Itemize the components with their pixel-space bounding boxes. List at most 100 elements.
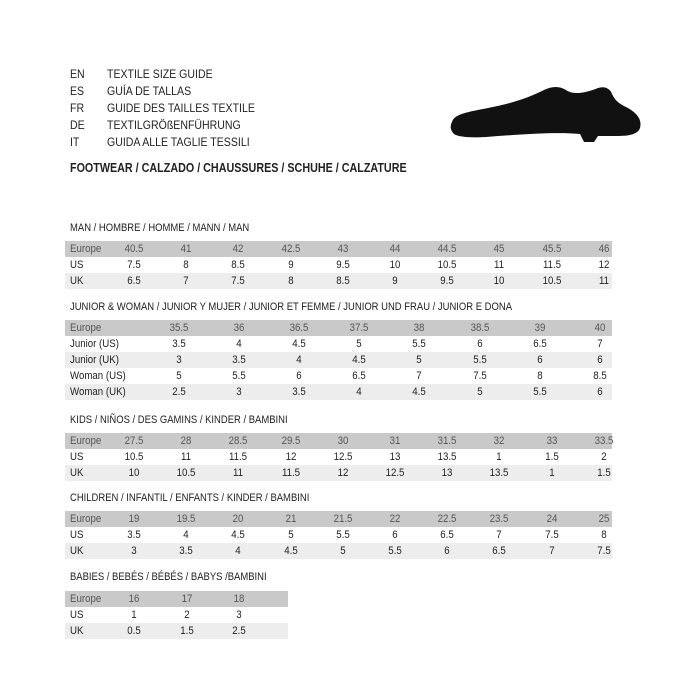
size-cell: 9 <box>287 259 294 271</box>
size-cell: 25 <box>598 513 610 525</box>
size-cell: 13.5 <box>437 451 457 463</box>
size-cell: 5.5 <box>472 354 487 366</box>
row-label: Woman (US) <box>70 370 126 382</box>
size-cell: 6.5 <box>440 529 454 541</box>
size-cell: 31 <box>389 435 401 447</box>
size-cell: 46 <box>598 243 610 255</box>
size-cell: 33.5 <box>594 435 614 447</box>
size-cell: 39 <box>534 322 545 334</box>
size-cell: 5.5 <box>336 529 350 541</box>
size-cell: 40.5 <box>124 243 144 255</box>
size-cell: 10 <box>389 259 401 271</box>
lang-title: GUÍA DE TALLAS <box>107 84 192 98</box>
table-row: UK 10 10.5 11 11.5 12 12.5 13 13.5 1 1.5 <box>65 465 612 481</box>
size-cell: 7.5 <box>544 529 559 541</box>
size-cell: 7.5 <box>597 545 611 557</box>
row-label: US <box>70 609 84 621</box>
size-cell: 4.5 <box>231 529 246 541</box>
table-header-row: Europe 16 17 18 <box>65 591 288 607</box>
size-cell: 7 <box>596 338 603 350</box>
size-cell: 45 <box>494 243 505 255</box>
size-cell: 4 <box>236 338 242 350</box>
size-cell: 22.5 <box>437 513 457 525</box>
size-cell: 7.5 <box>472 370 487 382</box>
size-cell: 3.5 <box>172 338 186 350</box>
size-cell: 5.5 <box>388 545 402 557</box>
size-cell: 2.5 <box>172 386 186 398</box>
lang-code: FR <box>70 101 85 115</box>
size-cell: 7.5 <box>231 275 246 287</box>
size-cell: 5 <box>340 545 346 557</box>
row-label: Junior (US) <box>70 338 119 350</box>
size-cell: 28.5 <box>228 435 248 447</box>
table-row: UK 3 3.5 4 4.5 5 5.5 6 6.5 7 7.5 <box>65 543 612 559</box>
size-cell: 31.5 <box>437 435 457 447</box>
row-label: Woman (UK) <box>70 386 126 398</box>
size-cell: 21.5 <box>333 513 353 525</box>
size-cell: 9 <box>392 275 398 287</box>
size-cell: 10 <box>494 275 505 287</box>
size-cell: 13.5 <box>489 467 509 479</box>
size-cell: 11 <box>598 275 609 287</box>
row-label: UK <box>70 625 84 637</box>
size-cell: 37.5 <box>349 322 369 334</box>
lang-code: ES <box>70 84 85 98</box>
size-cell: 4 <box>183 529 189 541</box>
size-cell: 10 <box>128 467 140 479</box>
size-cell: 8 <box>536 370 543 382</box>
row-label: Europe <box>70 243 102 255</box>
size-cell: 8 <box>601 529 607 541</box>
table-row: Junior (UK) 3 3.5 4 4.5 5 5.5 6 6 <box>65 352 612 368</box>
size-cell: 41 <box>180 243 192 255</box>
table-header-row: Europe 19 19.5 20 21 21.5 22 22.5 23.5 24 25 <box>65 511 612 527</box>
table-row: Woman (UK) 2.5 3 3.5 4 4.5 5 5.5 6 <box>65 384 612 400</box>
section-title: JUNIOR & WOMAN / JUNIOR Y MUJER / JUNIOR… <box>70 301 513 313</box>
size-cell: 8.5 <box>592 370 607 382</box>
size-cell: 11 <box>233 467 244 479</box>
table-row: Junior (US) 3.5 4 4.5 5 5.5 6 6.5 7 <box>65 336 612 352</box>
size-cell: 5 <box>176 370 182 382</box>
size-cell: 1 <box>131 609 137 621</box>
row-label: Junior (UK) <box>70 354 119 366</box>
size-cell: 5 <box>287 529 294 541</box>
size-cell: 23.5 <box>489 513 509 525</box>
row-label: UK <box>70 275 84 287</box>
row-label: Europe <box>70 513 102 525</box>
size-cell: 3.5 <box>179 545 193 557</box>
size-cell: 4.5 <box>412 386 427 398</box>
section-title: CHILDREN / INFANTIL / ENFANTS / KINDER /… <box>70 492 310 504</box>
size-cell: 12 <box>337 467 349 479</box>
size-cell: 38 <box>414 322 425 334</box>
table-header-row: Europe 27.5 28 28.5 29.5 30 31 31.5 32 33 33.5 <box>65 433 614 449</box>
size-cell: 3.5 <box>292 386 306 398</box>
size-cell: 35.5 <box>169 322 189 334</box>
size-cell: 3 <box>176 354 182 366</box>
table-row: US 7.5 8 8.5 9 9.5 10 10.5 11 11.5 12 <box>65 257 612 273</box>
size-cell: 6.5 <box>532 338 547 350</box>
size-cell: 11.5 <box>281 467 300 479</box>
size-cell: 5 <box>356 338 362 350</box>
size-cell: 42 <box>233 243 244 255</box>
size-cell: 1.5 <box>179 625 194 637</box>
size-cell: 9.5 <box>336 259 350 271</box>
size-cell: 10.5 <box>542 275 562 287</box>
row-label: US <box>70 259 84 271</box>
size-cell: 3.5 <box>127 529 141 541</box>
size-cell: 36.5 <box>289 322 309 334</box>
shoe-icon <box>450 87 641 142</box>
size-cell: 42.5 <box>281 243 301 255</box>
size-cell: 7 <box>496 529 503 541</box>
size-cell: 24 <box>546 513 557 525</box>
lang-title: TEXTILGRÖßENFÜHRUNG <box>107 118 241 132</box>
size-cell: 8.5 <box>336 275 350 287</box>
size-cell: 5 <box>476 386 483 398</box>
size-cell: 5.5 <box>532 386 547 398</box>
size-cell: 21 <box>285 513 296 525</box>
size-cell: 7 <box>183 275 189 287</box>
size-cell: 4 <box>235 545 242 557</box>
table-row: UK 6.5 7 7.5 8 8.5 9 9.5 10 10.5 11 <box>65 273 612 289</box>
size-cell: 4.5 <box>352 354 367 366</box>
row-label: US <box>70 529 84 541</box>
size-cell: 4.5 <box>283 545 298 557</box>
lang-title: GUIDA ALLE TAGLIE TESSILI <box>107 135 250 149</box>
